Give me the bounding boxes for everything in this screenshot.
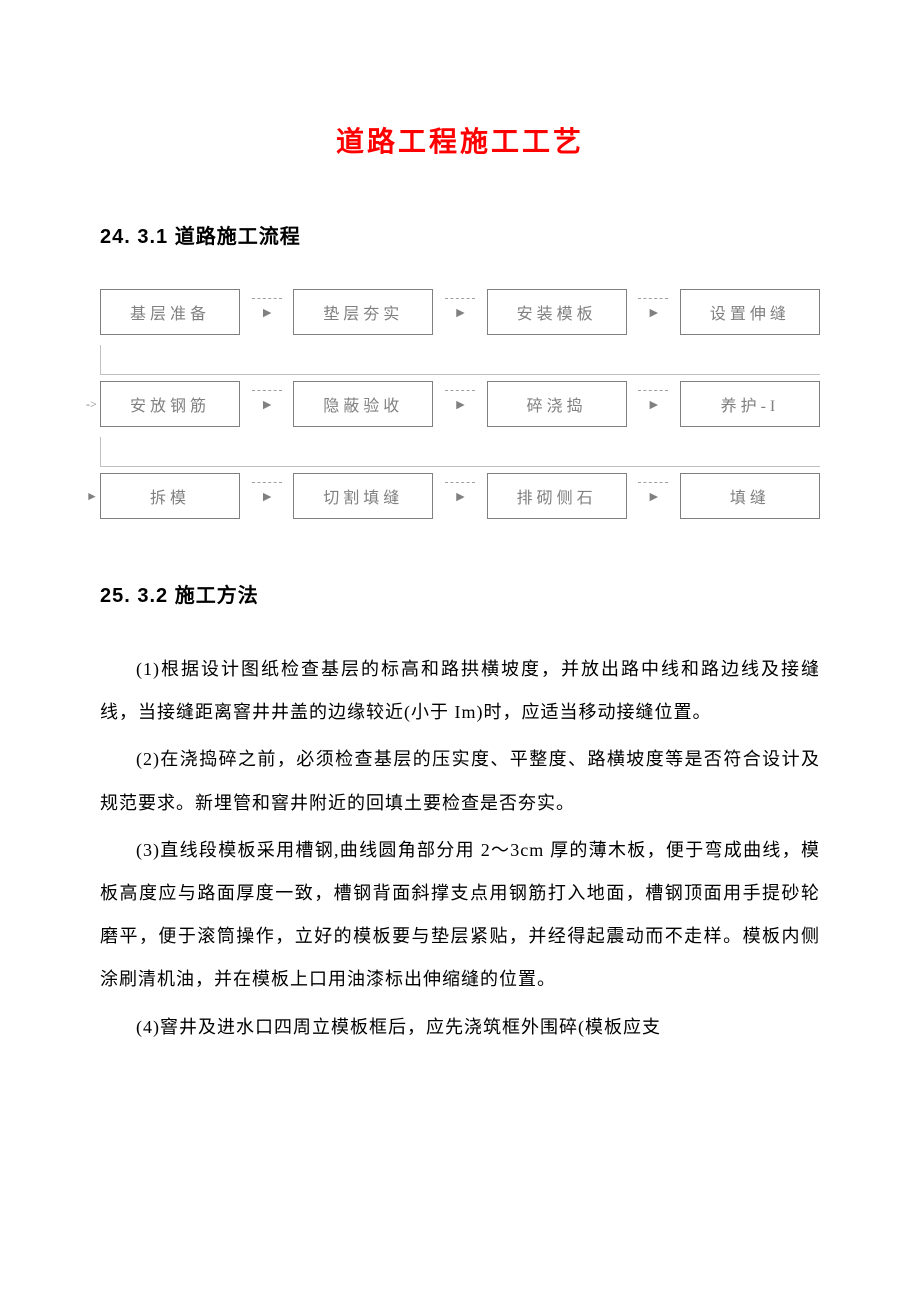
flow-arrow: ► <box>247 304 287 320</box>
section-heading-1: 24. 3.1 道路施工流程 <box>100 220 820 249</box>
paragraph-1: (1)根据设计图纸检查基层的标高和路拱横坡度，并放出路中线和路边线及接缝线，当接… <box>100 648 820 734</box>
flow-arrow: ► <box>633 396 673 412</box>
section-number-1: 24. <box>100 226 131 248</box>
flow-box: 垫层夯实 <box>293 289 433 335</box>
flow-row-3: ► 拆模 ► 切割填缝 ► 排砌侧石 ► 填缝 <box>100 473 820 519</box>
flow-box: 排砌侧石 <box>487 473 627 519</box>
document-title: 道路工程施工工艺 <box>100 120 820 160</box>
flow-box: 隐蔽验收 <box>293 381 433 427</box>
flow-arrow: ► <box>247 488 287 504</box>
section-number-2: 25. <box>100 585 131 607</box>
flow-arrow: ► <box>440 396 480 412</box>
section-label-2: 3.2 施工方法 <box>137 585 258 607</box>
paragraph-4: (4)窨井及进水口四周立模板框后，应先浇筑框外围碎(模板应支 <box>100 1006 820 1049</box>
row-connector <box>100 437 820 467</box>
flowchart-container: 基层准备 ► 垫层夯实 ► 安装模板 ► 设置伸缝 -> 安放钢筋 ► 隐蔽验收… <box>100 289 820 519</box>
row-start-marker: ► <box>86 489 100 504</box>
paragraph-2: (2)在浇捣碎之前，必须检查基层的压实度、平整度、路横坡度等是否符合设计及规范要… <box>100 738 820 824</box>
flow-box: 安装模板 <box>487 289 627 335</box>
flow-row-1: 基层准备 ► 垫层夯实 ► 安装模板 ► 设置伸缝 <box>100 289 820 335</box>
flow-box: 养护-I <box>680 381 820 427</box>
section-label-1: 3.1 道路施工流程 <box>137 226 300 248</box>
flow-arrow: ► <box>440 488 480 504</box>
flow-arrow: ► <box>440 304 480 320</box>
row-start-marker: -> <box>86 397 100 412</box>
flow-box: 填缝 <box>680 473 820 519</box>
flow-box: 切割填缝 <box>293 473 433 519</box>
flow-box: 安放钢筋 <box>100 381 240 427</box>
flow-arrow: ► <box>247 396 287 412</box>
section-heading-2: 25. 3.2 施工方法 <box>100 579 820 608</box>
flow-box: 碎浇捣 <box>487 381 627 427</box>
flow-arrow: ► <box>633 488 673 504</box>
flow-box: 基层准备 <box>100 289 240 335</box>
row-connector <box>100 345 820 375</box>
flow-box: 设置伸缝 <box>680 289 820 335</box>
flow-box: 拆模 <box>100 473 240 519</box>
flow-row-2: -> 安放钢筋 ► 隐蔽验收 ► 碎浇捣 ► 养护-I <box>100 381 820 427</box>
paragraph-3: (3)直线段模板采用槽钢,曲线圆角部分用 2～3cm 厚的薄木板，便于弯成曲线，… <box>100 829 820 1002</box>
flow-arrow: ► <box>633 304 673 320</box>
